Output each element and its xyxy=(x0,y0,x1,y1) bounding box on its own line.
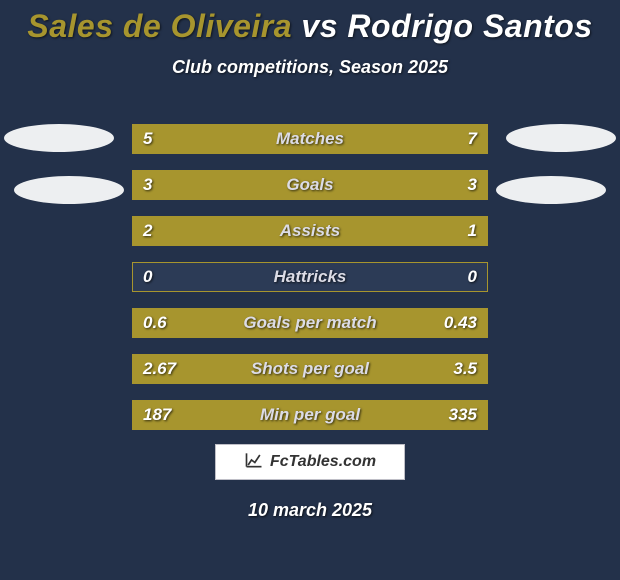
stat-value-right: 3 xyxy=(468,171,477,199)
stat-value-right: 1 xyxy=(468,217,477,245)
stat-row: 2.67 Shots per goal 3.5 xyxy=(132,354,488,384)
stat-label: Goals xyxy=(133,171,487,199)
stat-value-right: 0.43 xyxy=(444,309,477,337)
player-right-name: Rodrigo Santos xyxy=(347,8,592,44)
stat-label: Assists xyxy=(133,217,487,245)
chart-icon xyxy=(244,450,264,475)
comparison-subtitle: Club competitions, Season 2025 xyxy=(0,57,620,78)
stat-value-right: 0 xyxy=(468,263,477,291)
attribution-text: FcTables.com xyxy=(270,453,376,471)
stat-row: 2 Assists 1 xyxy=(132,216,488,246)
stat-label: Matches xyxy=(133,125,487,153)
stat-label: Goals per match xyxy=(133,309,487,337)
attribution-link[interactable]: FcTables.com xyxy=(215,444,405,480)
stat-row: 3 Goals 3 xyxy=(132,170,488,200)
avatar-placeholder-left-1 xyxy=(4,124,114,152)
stat-bars: 5 Matches 7 3 Goals 3 2 Assists 1 0 Hatt… xyxy=(132,124,488,446)
avatar-placeholder-left-2 xyxy=(14,176,124,204)
stat-label: Hattricks xyxy=(133,263,487,291)
vs-label: vs xyxy=(301,8,338,44)
stat-row: 0.6 Goals per match 0.43 xyxy=(132,308,488,338)
stat-value-right: 335 xyxy=(449,401,477,429)
stat-value-right: 3.5 xyxy=(453,355,477,383)
stat-row: 5 Matches 7 xyxy=(132,124,488,154)
player-left-name: Sales de Oliveira xyxy=(27,8,292,44)
stat-value-right: 7 xyxy=(468,125,477,153)
stat-label: Min per goal xyxy=(133,401,487,429)
stat-row: 0 Hattricks 0 xyxy=(132,262,488,292)
generation-date: 10 march 2025 xyxy=(0,500,620,521)
avatar-placeholder-right-1 xyxy=(506,124,616,152)
stat-label: Shots per goal xyxy=(133,355,487,383)
avatar-placeholder-right-2 xyxy=(496,176,606,204)
stat-row: 187 Min per goal 335 xyxy=(132,400,488,430)
comparison-title: Sales de Oliveira vs Rodrigo Santos xyxy=(0,0,620,45)
